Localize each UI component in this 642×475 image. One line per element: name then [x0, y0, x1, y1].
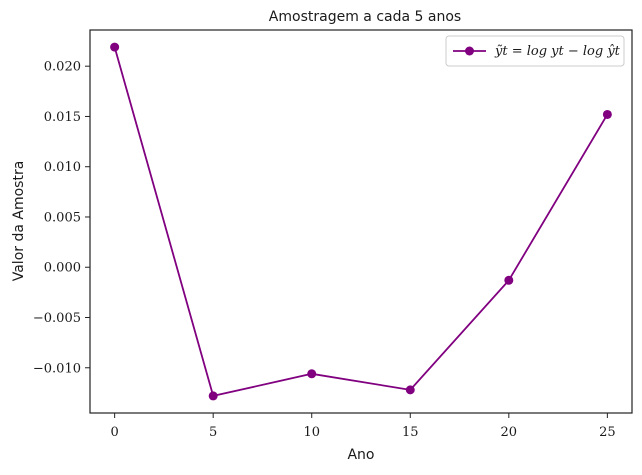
legend-box [445, 35, 625, 67]
data-point [504, 275, 514, 285]
legend-label: ỹt = log yt − log ŷt [494, 44, 621, 59]
x-tick-label: 10 [303, 425, 320, 440]
x-tick-label: 5 [209, 425, 217, 440]
y-axis-label: Valor da Amostra [11, 161, 27, 282]
y-tick-label: 0.000 [44, 261, 81, 276]
y-tick-label: 0.020 [44, 60, 81, 75]
series-line [113, 46, 609, 397]
x-axis-label: Ano [347, 447, 374, 463]
x-tick-label: 15 [402, 425, 419, 440]
legend: ỹt = log yt − log ŷt [445, 35, 625, 67]
chart-title: Amostragem a cada 5 anos [269, 9, 461, 25]
x-axis-ticks: 0 5 10 15 20 25 [110, 413, 616, 440]
y-tick-label: 0.015 [44, 110, 81, 125]
x-tick-label: 0 [110, 425, 118, 440]
data-point [405, 385, 415, 395]
x-tick-label: 20 [501, 425, 518, 440]
legend-marker [465, 46, 474, 56]
series-layer [110, 42, 612, 401]
data-point [208, 391, 218, 401]
y-tick-label: 0.005 [44, 210, 81, 225]
y-tick-label: 0.010 [44, 160, 81, 175]
y-tick-label: −0.010 [33, 361, 81, 376]
plot-frame [89, 29, 633, 414]
x-tick-label: 25 [599, 425, 616, 440]
data-point [110, 42, 120, 52]
y-tick-label: −0.005 [33, 311, 81, 326]
y-axis-ticks: 0.020 0.015 0.010 0.005 0.000 −0.005 −0.010 [33, 60, 90, 376]
data-point [307, 369, 317, 379]
data-point [602, 109, 612, 119]
